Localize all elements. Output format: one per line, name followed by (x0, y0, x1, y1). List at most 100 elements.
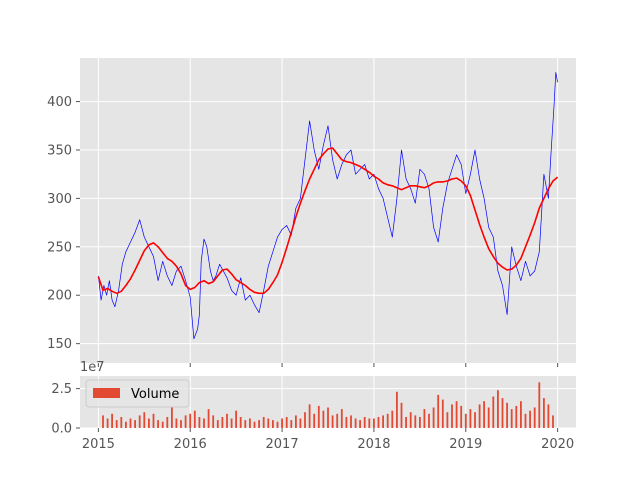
volume-bar (391, 410, 394, 428)
volume-bar (276, 421, 279, 428)
volume-bar (423, 409, 426, 428)
volume-bar (501, 398, 504, 428)
volume-bar (207, 409, 210, 428)
volume-bar (428, 413, 430, 428)
volume-bar (281, 418, 283, 428)
legend-swatch-volume (93, 388, 120, 398)
volume-bar (451, 404, 453, 428)
volume-bar (299, 418, 302, 428)
price-y-tick-label: 350 (47, 143, 72, 158)
volume-bar (506, 402, 508, 428)
price-y-tick-label: 150 (47, 337, 72, 352)
price-plot-background (80, 58, 576, 363)
legend-label-volume: Volume (131, 387, 179, 402)
volume-bar (382, 415, 384, 428)
volume-bar (184, 415, 187, 428)
volume-bar (258, 420, 260, 428)
volume-bar (455, 401, 458, 428)
volume-bar (515, 405, 518, 428)
volume-bar (487, 407, 490, 428)
volume-bar (272, 420, 274, 428)
volume-bar (350, 415, 352, 428)
volume-bar (327, 407, 329, 428)
volume-bar (253, 421, 256, 428)
price-y-tick-label: 200 (47, 289, 72, 304)
volume-bar (189, 413, 192, 428)
volume-bar (524, 413, 527, 428)
volume-bar (432, 407, 435, 428)
x-tick-label: 2017 (266, 437, 299, 452)
volume-bar (290, 420, 293, 428)
volume-bar (313, 413, 316, 428)
volume-bar (538, 382, 541, 428)
price-y-tick-label: 400 (47, 95, 72, 110)
volume-bar (474, 412, 476, 428)
price-lines (97, 72, 559, 340)
volume-bar (529, 410, 531, 428)
volume-bars (102, 382, 554, 428)
volume-bar (414, 415, 417, 428)
price-line (98, 72, 558, 340)
volume-bar (483, 401, 485, 428)
volume-bar (469, 409, 472, 428)
volume-bar (464, 413, 467, 428)
volume-x-axis: 2015 2016 2017 2018 2019 2020 (82, 428, 574, 452)
volume-bar (235, 410, 237, 428)
volume-bar (138, 415, 141, 428)
volume-bar (111, 413, 113, 428)
legend-box (85, 379, 190, 408)
volume-bar (198, 417, 201, 428)
price-panel: 150 200 250 300 350 400 (47, 58, 576, 367)
volume-bar (317, 405, 320, 428)
volume-bar (161, 421, 164, 428)
x-tick-label: 2016 (174, 437, 207, 452)
volume-bar (359, 420, 361, 428)
volume-bar (354, 418, 357, 428)
price-y-tick-label: 300 (47, 192, 72, 207)
volume-bar (304, 412, 306, 428)
volume-y-axis: 0.0 2.5 (51, 382, 80, 437)
volume-bar (125, 421, 127, 428)
volume-bar (340, 409, 343, 428)
volume-bar (441, 399, 444, 428)
volume-bar (460, 405, 463, 428)
moving-average-line (97, 147, 559, 295)
volume-bar (492, 396, 495, 428)
volume-bar (157, 420, 159, 428)
volume-bar (497, 390, 499, 428)
volume-bar (171, 407, 173, 428)
volume-bar (221, 417, 224, 428)
volume-bar (543, 398, 545, 428)
volume-bar (102, 415, 104, 428)
volume-bar (478, 404, 481, 428)
volume-bar (193, 410, 196, 428)
volume-bar (166, 417, 169, 428)
volume-bar (419, 417, 421, 428)
volume-y-tick-label: 2.5 (51, 382, 72, 397)
volume-bar (510, 409, 513, 428)
x-tick-label: 2018 (357, 437, 390, 452)
volume-bar (547, 404, 550, 428)
x-tick-label: 2015 (82, 437, 115, 452)
volume-bar (267, 418, 270, 428)
volume-bar (446, 412, 449, 428)
volume-panel: 0.0 2.5 2015 2016 2017 2018 2019 2020 1e7 Volu… (51, 360, 576, 452)
volume-bar (396, 391, 398, 428)
volume-legend: Volume (85, 379, 190, 408)
volume-bar (409, 412, 412, 428)
price-y-axis: 150 200 250 300 350 400 (47, 95, 80, 352)
price-y-tick-label: 250 (47, 240, 72, 255)
volume-bar (106, 418, 109, 428)
x-tick-label: 2020 (541, 437, 574, 452)
volume-bar (203, 418, 205, 428)
volume-bar (244, 420, 247, 428)
volume-bar (400, 402, 403, 428)
volume-bar (552, 415, 554, 428)
volume-bar (437, 394, 440, 428)
volume-bar (308, 404, 311, 428)
volume-bar (386, 413, 389, 428)
volume-bar (368, 418, 371, 428)
volume-y-tick-label: 0.0 (51, 422, 72, 437)
volume-bar (129, 418, 132, 428)
